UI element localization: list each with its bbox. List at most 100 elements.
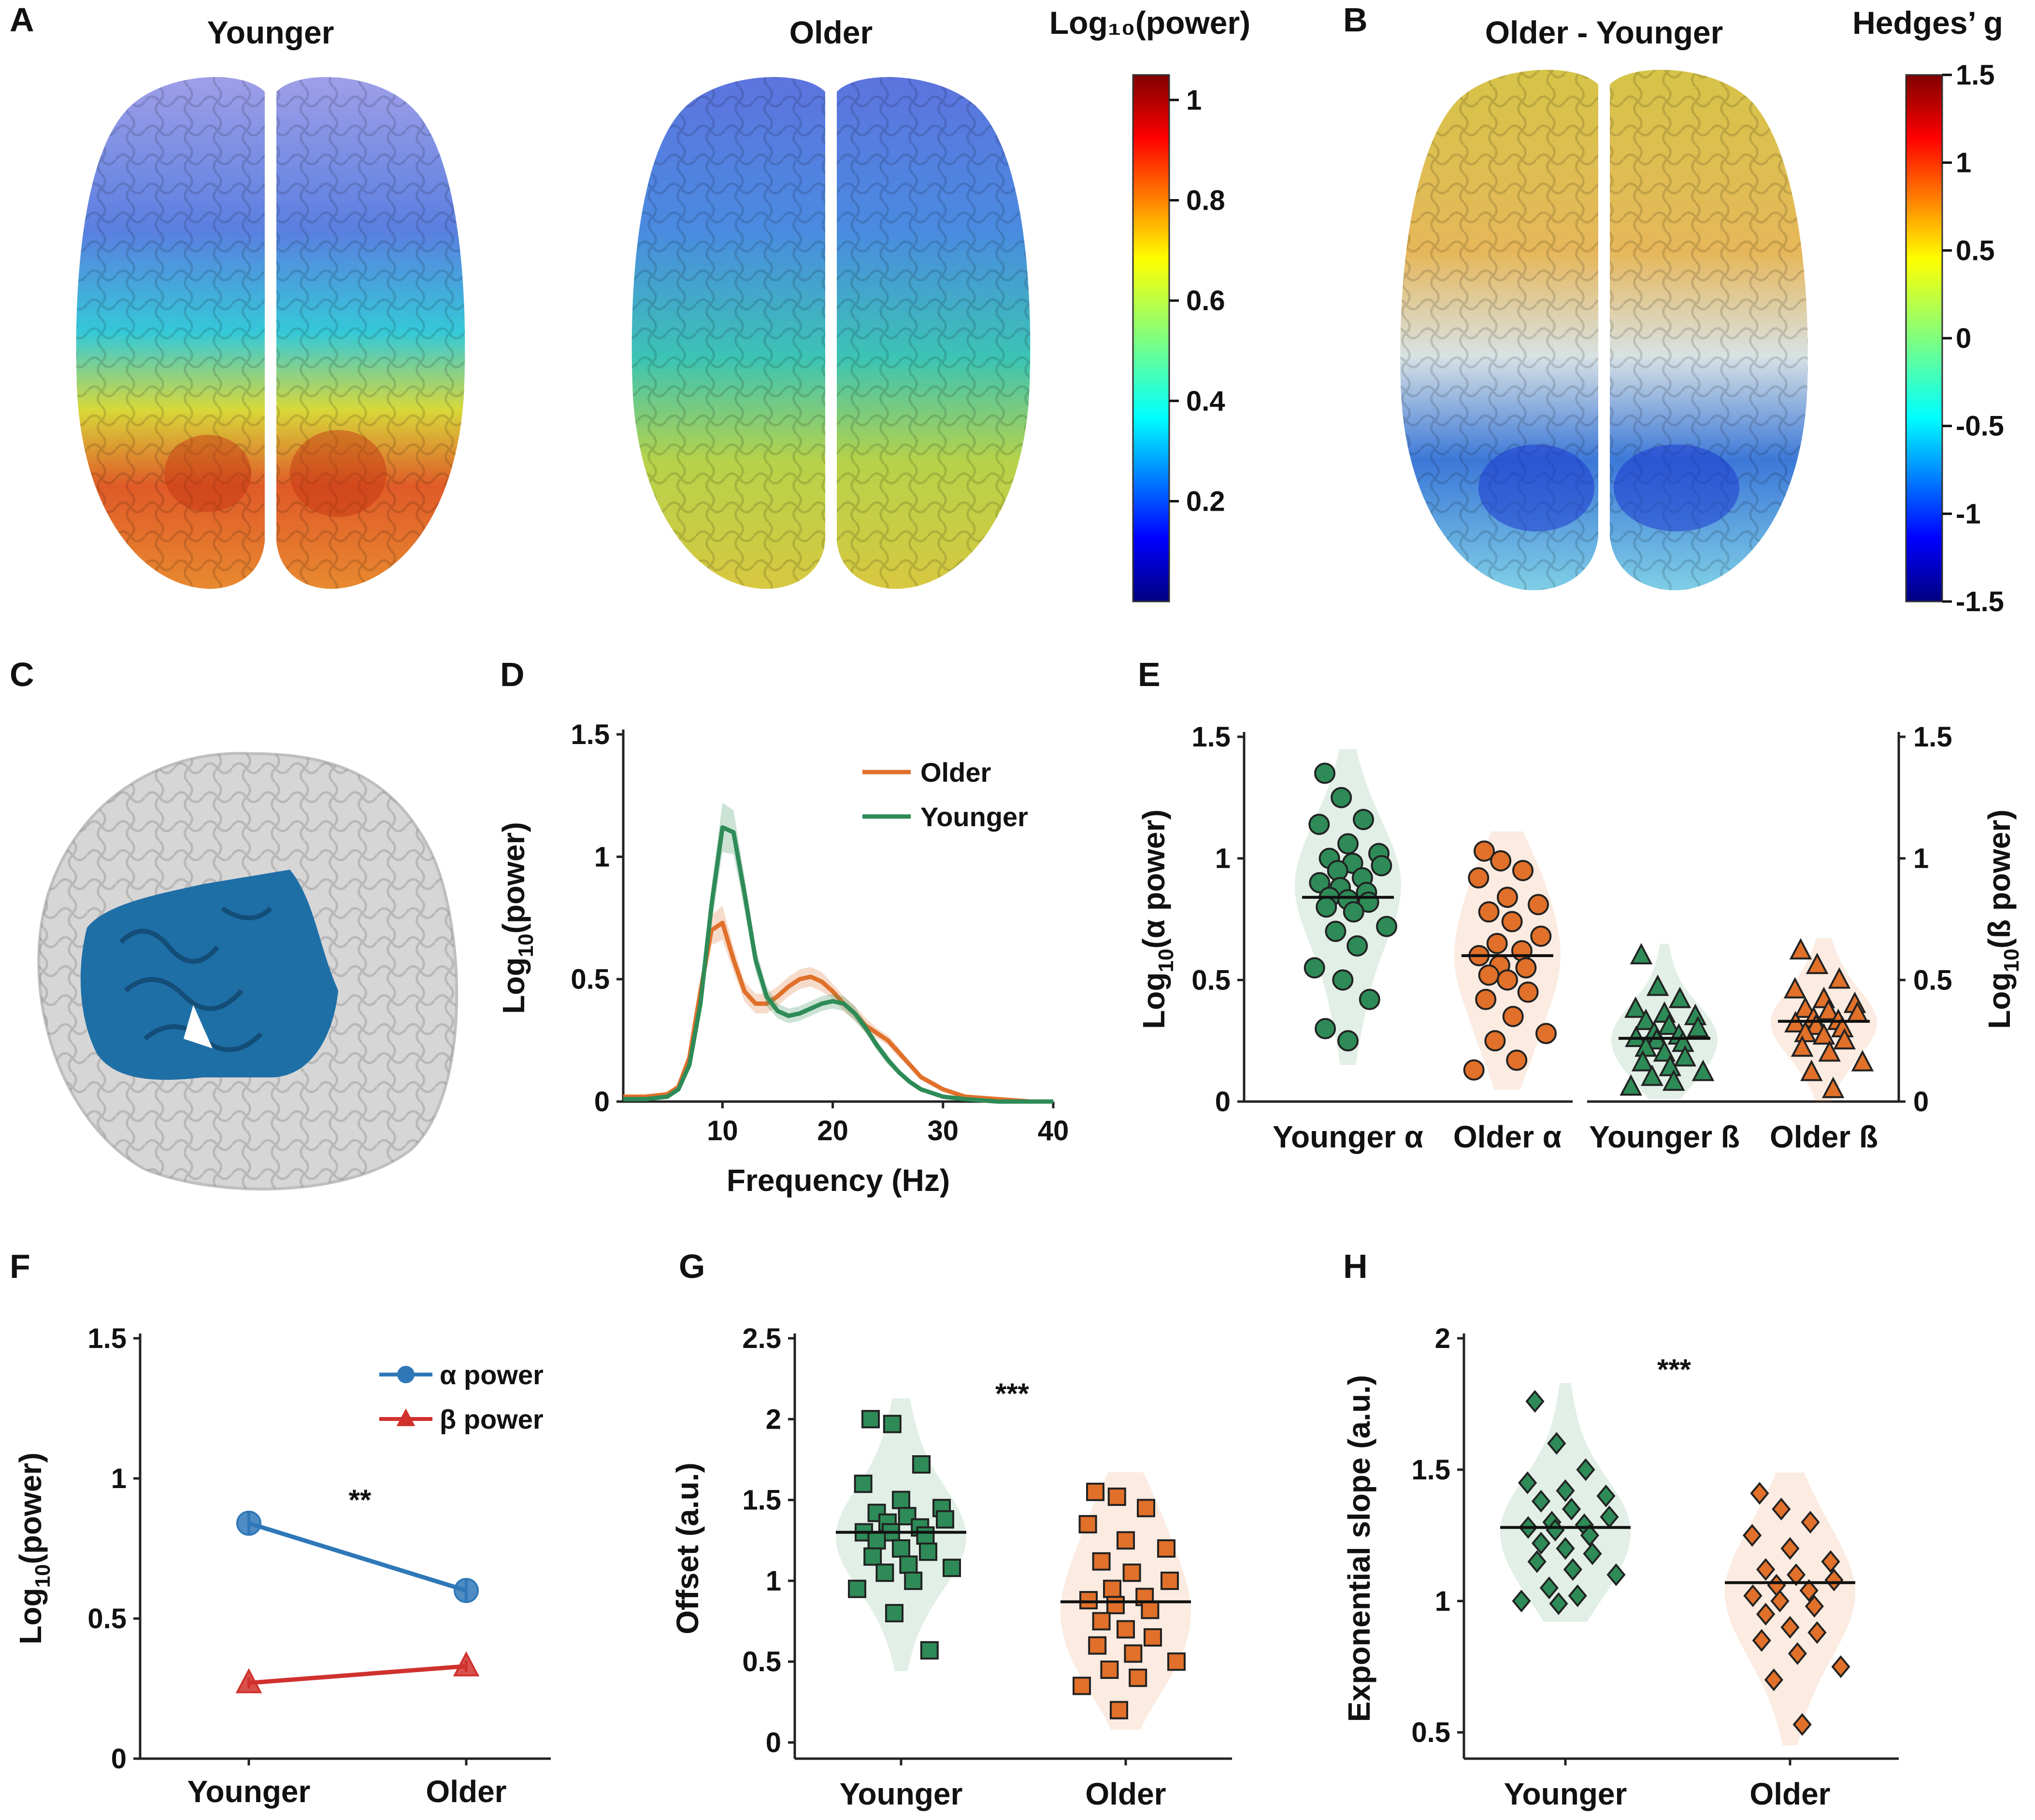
y-axis-label-left-main: Log (1136, 972, 1171, 1029)
colorbar-b-tick-label: -1 (1956, 498, 1981, 530)
x-tick-label: 40 (1038, 1115, 1069, 1146)
data-point (1634, 1008, 1657, 1030)
data-point (1801, 1511, 1820, 1534)
data-point (1818, 1040, 1841, 1062)
brain-title-older: Older (789, 14, 873, 50)
data-point (1547, 1432, 1566, 1455)
panel-label-e: E (1138, 656, 1161, 693)
data-point (1764, 1668, 1784, 1691)
data-point (1531, 1490, 1551, 1513)
data-point (1828, 967, 1851, 989)
data-point (1157, 1539, 1175, 1558)
data-point (1641, 1064, 1663, 1086)
data-point (1337, 1030, 1359, 1052)
x-category-label: Older (1749, 1777, 1830, 1811)
colorbar-b-tick-label: -0.5 (1956, 411, 2004, 442)
y-tick-label-left: 1.5 (1191, 721, 1231, 753)
data-point (1786, 1563, 1806, 1586)
legend-marker (397, 1366, 415, 1383)
y-tick-label: 0.5 (1411, 1717, 1450, 1748)
data-point (1117, 1620, 1135, 1639)
data-point (1549, 1592, 1568, 1615)
y-tick-label: 1 (594, 841, 610, 873)
data-point (1315, 1018, 1336, 1039)
data-point (1807, 1621, 1827, 1644)
data-point (1576, 1458, 1595, 1481)
x-category-label: Older (426, 1774, 506, 1809)
data-point (1817, 999, 1840, 1020)
data-point (1515, 957, 1537, 979)
legend-label: β power (440, 1404, 544, 1434)
data-point (1812, 1023, 1835, 1045)
data-point (1634, 1035, 1657, 1057)
y-tick-label: 0.5 (571, 964, 610, 995)
y-axis-label-main: Log (496, 957, 531, 1014)
colorbar-a-ticks: 1 0.8 0.6 0.4 0.2 (1169, 85, 1225, 517)
data-point (1562, 1497, 1581, 1520)
legend-label: α power (440, 1360, 544, 1390)
colorbar-b-tick-label: 1.5 (1956, 59, 1995, 91)
violin (1725, 1472, 1855, 1746)
legend-marker (396, 1408, 416, 1426)
data-point (1780, 1616, 1800, 1639)
data-point (1772, 1497, 1791, 1520)
y-tick-label: 2 (766, 1404, 781, 1435)
data-point (1530, 925, 1552, 947)
violin (836, 1398, 966, 1671)
data-point (1788, 1642, 1807, 1665)
data-point (1833, 1028, 1856, 1050)
legend-label-older: Older (920, 757, 991, 788)
data-point (1474, 840, 1495, 862)
data-point (912, 1455, 931, 1474)
colorbar-b-tick-label: 1 (1956, 147, 1971, 179)
y-axis-label-right-sub: 10 (2000, 948, 2023, 972)
colorbar-b-tick-label: 0.5 (1956, 235, 1995, 266)
colorbar-a-tick-label: 0.2 (1186, 486, 1225, 517)
data-point (1122, 1563, 1141, 1582)
colorbar-b (1905, 74, 1943, 602)
data-point (1347, 935, 1368, 957)
data-point (1789, 938, 1812, 960)
data-point (1646, 974, 1669, 996)
y-axis-label: Offset (a.u.) (670, 1462, 705, 1634)
y-tick-label: 2 (1435, 1323, 1450, 1354)
y-axis-label-right: Log10(ß power) (1982, 809, 2023, 1029)
y-tick-label-right: 1.5 (1913, 721, 1952, 753)
y-tick-label: 2.5 (742, 1323, 781, 1354)
data-point (1659, 1055, 1682, 1076)
data-point (1821, 1076, 1845, 1098)
data-point (899, 1555, 918, 1574)
data-point (1486, 932, 1508, 954)
data-point (1073, 1677, 1091, 1695)
y-axis-label-left-rest: (α power) (1136, 809, 1171, 948)
data-point (1631, 1050, 1654, 1072)
data-point (1371, 855, 1392, 876)
x-category-label: Younger ß (1589, 1119, 1740, 1154)
data-point (1580, 1524, 1600, 1547)
data-point (1304, 957, 1325, 979)
data-point (1568, 1584, 1587, 1607)
panel-label-g: G (679, 1247, 705, 1285)
data-point (1512, 1590, 1531, 1613)
series-line (248, 1664, 467, 1685)
data-point (943, 1559, 961, 1577)
data-point (1806, 952, 1829, 974)
data-point (1468, 867, 1490, 889)
data-point (892, 1490, 910, 1509)
data-point (1490, 850, 1512, 872)
data-point (1144, 1628, 1162, 1647)
mean-point (454, 1578, 479, 1603)
data-point (1780, 1537, 1800, 1560)
data-point (1743, 1584, 1763, 1607)
panel-label-f: F (10, 1247, 30, 1285)
y-tick-label: 1 (1435, 1586, 1450, 1617)
panel-label-h: H (1343, 1247, 1368, 1285)
data-point (883, 1415, 902, 1433)
x-category-label: Younger (1504, 1777, 1627, 1811)
brain-map-younger-image (76, 77, 465, 589)
y-axis-label: Log10(power) (496, 822, 538, 1014)
data-point (1563, 1558, 1583, 1581)
x-category-label: Younger (187, 1774, 311, 1809)
colorbar-a-label: Log₁₀(power) (1049, 5, 1250, 41)
